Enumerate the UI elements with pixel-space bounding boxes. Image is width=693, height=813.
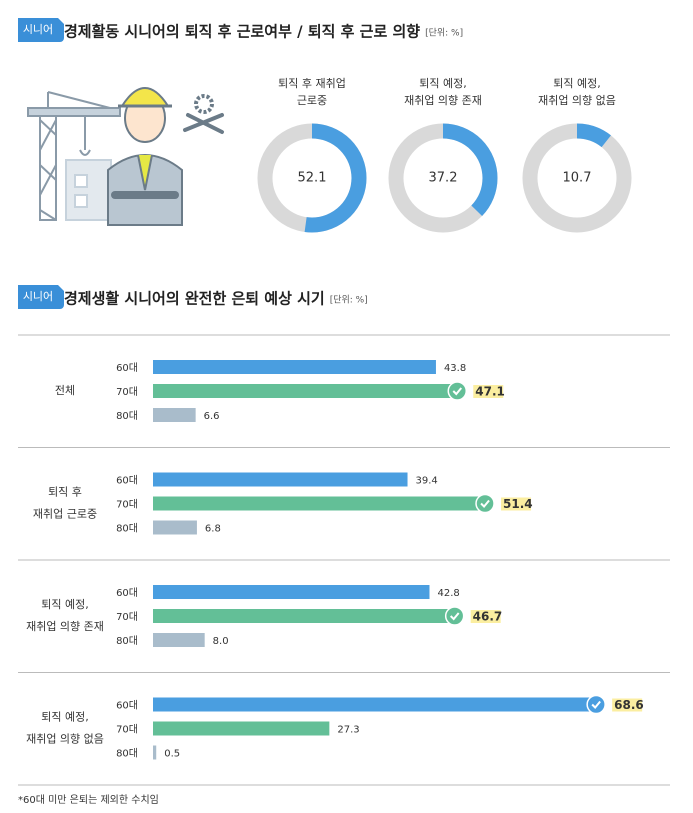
series-label: 80대	[116, 523, 138, 535]
value-label: 46.7	[473, 610, 503, 624]
donut-value: 37.2	[429, 171, 458, 186]
group-label: 퇴직 후	[48, 486, 82, 499]
bar	[153, 384, 458, 398]
highlight	[470, 610, 501, 623]
value-label: 51.4	[503, 497, 533, 511]
series-label: 70대	[116, 386, 138, 398]
highlight-badge	[447, 381, 468, 401]
group-label: 퇴직 예정,	[41, 711, 88, 724]
footnote: *60대 미만 은퇴는 제외한 수치임	[18, 793, 159, 806]
donut-label: 재취업 의향 존재	[404, 94, 482, 107]
group-label: 재취업 의향 존재	[26, 620, 104, 633]
value-label: 42.8	[437, 588, 459, 599]
donut-label: 근로중	[297, 94, 327, 107]
donut-label: 퇴직 후 재취업	[278, 77, 346, 90]
illustration	[27, 87, 224, 226]
bar	[153, 496, 486, 511]
group-label: 재취업 근로중	[33, 508, 97, 521]
highlight-badge	[586, 694, 606, 715]
value-label: 68.6	[614, 698, 644, 712]
series-label: 70대	[116, 499, 138, 511]
badge-text: 시니어	[23, 23, 53, 36]
chart-title: 경제활동 시니어의 퇴직 후 근로여부 / 퇴직 후 근로 의향	[64, 23, 420, 41]
group-label: 퇴직 예정,	[41, 598, 88, 611]
chart-title: 경제생활 시니어의 완전한 은퇴 예상 시기	[64, 290, 325, 308]
highlight	[612, 698, 643, 712]
donut-label: 퇴직 예정,	[419, 77, 466, 90]
value-label: 0.5	[164, 749, 180, 760]
donut-arc	[522, 123, 632, 233]
bar	[153, 721, 330, 736]
bar	[153, 520, 197, 535]
badge	[18, 285, 64, 309]
highlight-badge	[475, 493, 495, 514]
check	[449, 612, 460, 621]
series-label: 80대	[116, 748, 138, 760]
bar	[153, 408, 196, 422]
value-label: 6.6	[204, 411, 220, 422]
series-label: 70대	[116, 724, 138, 736]
bar	[153, 633, 205, 647]
series-label: 60대	[116, 700, 138, 712]
unit: [단위: %]	[425, 28, 463, 39]
badge-text: 시니어	[23, 290, 53, 303]
highlight	[501, 497, 532, 511]
value-label: 43.8	[444, 363, 466, 374]
check	[452, 387, 463, 396]
value-label: 27.3	[337, 725, 359, 736]
bar	[153, 609, 455, 623]
value-label: 39.4	[416, 476, 438, 487]
donut-arc	[257, 123, 367, 233]
group-label: 전체	[55, 384, 75, 397]
bar	[153, 745, 157, 760]
highlight-badge	[444, 606, 465, 626]
donut-label: 재취업 의향 없음	[538, 94, 616, 107]
series-label: 80대	[116, 410, 138, 422]
donut-value: 52.1	[298, 171, 327, 186]
series-label: 80대	[116, 635, 138, 647]
donut-value: 10.7	[563, 171, 592, 186]
check	[480, 499, 490, 508]
bar	[153, 585, 430, 599]
bar	[153, 472, 408, 487]
donut-label: 퇴직 예정,	[553, 77, 600, 90]
series-label: 60대	[116, 362, 138, 374]
value-label: 47.1	[475, 385, 505, 399]
bar	[153, 360, 436, 374]
value-label: 8.0	[213, 636, 229, 647]
group-label: 재취업 의향 없음	[26, 733, 104, 746]
donut-arc	[388, 123, 498, 233]
series-label: 60대	[116, 475, 138, 487]
series-label: 60대	[116, 587, 138, 599]
highlight	[473, 385, 504, 398]
check	[591, 700, 601, 709]
value-label: 6.8	[205, 524, 221, 535]
series-label: 70대	[116, 611, 138, 623]
badge	[18, 18, 64, 42]
bar	[153, 697, 597, 712]
unit: [단위: %]	[330, 295, 368, 306]
